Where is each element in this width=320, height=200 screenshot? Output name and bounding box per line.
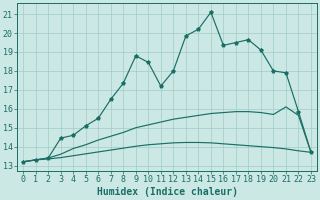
X-axis label: Humidex (Indice chaleur): Humidex (Indice chaleur) xyxy=(97,187,237,197)
